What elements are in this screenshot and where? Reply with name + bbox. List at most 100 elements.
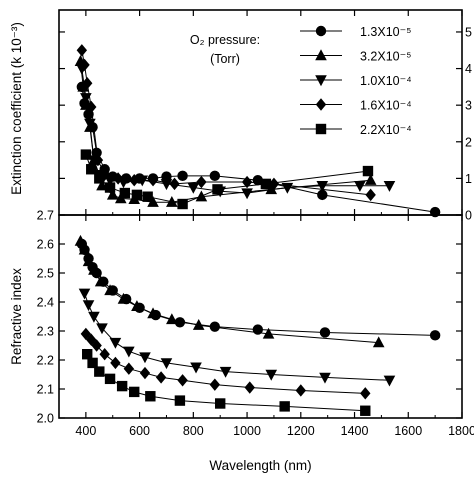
top-data-point xyxy=(317,189,328,201)
legend: O₂ pressure: (Torr) 1.3X10⁻⁵ 3.2X10⁻⁵ 1.0X10… xyxy=(190,25,412,137)
y-tick-label: 2.2 xyxy=(37,354,54,368)
bottom-data-point xyxy=(279,401,290,412)
bottom-data-point xyxy=(88,311,100,323)
top-series-line-3 xyxy=(81,50,371,196)
y-tick-label: 2.6 xyxy=(37,238,54,252)
top-data-point xyxy=(92,153,104,167)
top-data-point xyxy=(268,177,280,191)
legend-label: 1.3X10⁻⁵ xyxy=(360,25,411,39)
legend-marker xyxy=(315,25,327,37)
bottom-data-point xyxy=(104,373,116,385)
bottom-data-point xyxy=(219,366,232,378)
bottom-data-point xyxy=(139,352,151,364)
bottom-data-point xyxy=(94,275,107,287)
x-axis-title: Wavelength (nm) xyxy=(209,458,311,473)
bottom-data-point xyxy=(78,288,91,300)
top-data-point xyxy=(316,181,329,192)
top-data-point xyxy=(161,171,172,182)
top-data-point xyxy=(112,172,124,185)
x-tick-label: 1600 xyxy=(394,424,422,438)
y-tick-label: 2.0 xyxy=(37,412,54,426)
bottom-data-point xyxy=(383,375,396,387)
bottom-data-point xyxy=(145,391,156,402)
bottom-data-point xyxy=(160,358,173,370)
legend-label: 2.2X10⁻⁴ xyxy=(360,123,412,137)
bottom-series-line-0 xyxy=(81,243,436,336)
x-tick-label: 800 xyxy=(183,424,204,438)
bottom-data-point xyxy=(190,362,202,374)
top-data-point xyxy=(147,195,159,207)
top-data-point xyxy=(94,173,105,184)
bottom-data-point xyxy=(129,386,140,398)
y-tick-label: 2.3 xyxy=(37,325,54,339)
right-y-tick-label: 3 xyxy=(465,99,472,113)
bottom-data-point xyxy=(87,357,98,369)
legend-marker xyxy=(315,75,327,87)
bottom-data-point xyxy=(94,366,105,377)
top-data-point xyxy=(354,181,366,192)
bottom-data-point xyxy=(244,381,255,394)
bottom-series-line-3 xyxy=(85,333,366,394)
x-tick-label: 400 xyxy=(75,424,96,438)
legend-label: 1.0X10⁻⁴ xyxy=(360,74,412,88)
bottom-data-point xyxy=(99,348,110,361)
top-data-point xyxy=(119,187,131,199)
bottom-data-point xyxy=(372,336,385,348)
bottom-data-point xyxy=(116,380,128,392)
top-data-point xyxy=(177,170,188,182)
bottom-data-point xyxy=(295,384,306,397)
top-data-point xyxy=(365,188,376,202)
bottom-data-point xyxy=(123,362,135,375)
bottom-data-point xyxy=(78,243,91,255)
top-data-point xyxy=(364,174,377,185)
top-data-point xyxy=(265,183,278,195)
bottom-data-point xyxy=(131,300,143,312)
top-data-point xyxy=(104,175,116,187)
x-tick-label: 600 xyxy=(129,424,150,438)
top-data-point xyxy=(147,174,159,187)
bottom-data-point xyxy=(104,284,116,296)
right-y-tick-label: 4 xyxy=(465,62,472,76)
bottom-data-point xyxy=(215,398,226,409)
top-data-point xyxy=(76,44,88,57)
bottom-data-point xyxy=(88,263,100,275)
bottom-panel-frame xyxy=(58,214,463,419)
bottom-data-point xyxy=(91,339,102,352)
top-data-point xyxy=(187,182,200,194)
top-data-point xyxy=(77,80,89,92)
bottom-data-point xyxy=(319,372,331,384)
top-data-point xyxy=(82,77,93,90)
top-data-point xyxy=(241,188,253,200)
right-y-tick-label: 2 xyxy=(465,135,472,149)
right-y-tick-label: 0 xyxy=(465,209,472,223)
legend-label: 3.2X10⁻⁵ xyxy=(360,50,411,64)
top-data-point xyxy=(99,168,110,181)
x-tick-label: 1400 xyxy=(341,424,369,438)
top-data-point xyxy=(142,191,153,202)
bottom-data-point xyxy=(74,234,87,246)
top-data-point xyxy=(196,175,207,189)
top-data-point xyxy=(209,170,221,182)
top-data-point xyxy=(86,100,97,114)
top-data-point xyxy=(136,175,149,187)
bottom-data-point xyxy=(109,337,122,349)
bottom-data-point xyxy=(166,313,178,325)
bottom-data-point xyxy=(82,255,95,267)
bottom-data-point xyxy=(110,356,121,370)
top-data-point xyxy=(104,182,116,193)
right-y-tick-label: 1 xyxy=(465,172,472,186)
x-tick-label: 1800 xyxy=(448,424,474,438)
bottom-data-point xyxy=(429,330,441,341)
bottom-data-point xyxy=(123,346,135,358)
legend-label: 1.6X10⁻⁴ xyxy=(360,99,412,113)
y-tick-label: 2.1 xyxy=(37,383,54,397)
bottom-data-point xyxy=(82,300,95,312)
bottom-data-point xyxy=(96,323,108,335)
bottom-data-point xyxy=(117,292,130,304)
top-data-point xyxy=(212,184,223,195)
top-data-point xyxy=(129,174,140,187)
x-tick-label: 1200 xyxy=(287,424,315,438)
top-data-point xyxy=(260,178,272,190)
